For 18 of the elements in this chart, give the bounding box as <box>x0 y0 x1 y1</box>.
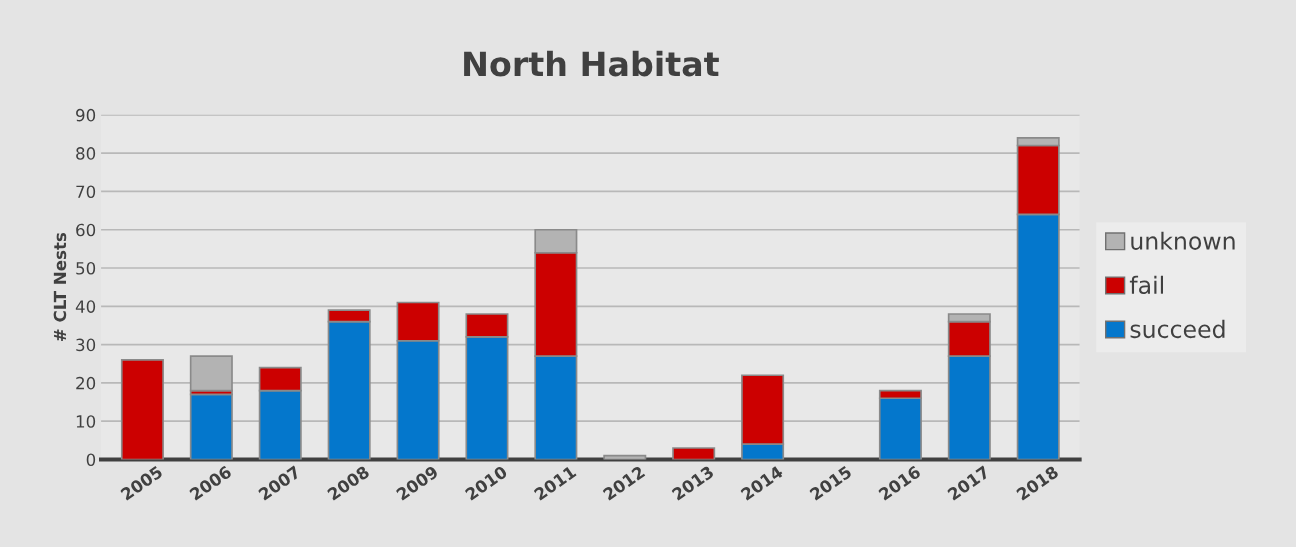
y-tick-label: 30 <box>76 338 96 352</box>
bar <box>120 359 164 460</box>
legend-label: unknown <box>1131 231 1235 250</box>
y-tick-label: 80 <box>76 147 96 160</box>
y-axis-title: # CLT Nests <box>53 232 67 342</box>
y-tick-label: 50 <box>76 261 96 275</box>
bar <box>189 393 233 460</box>
chart-title: North Habitat <box>464 50 719 77</box>
y-tick-label: 70 <box>76 185 96 199</box>
legend-label: fail <box>1129 275 1164 295</box>
y-tick-label: 90 <box>76 108 96 122</box>
y-tick-label: 10 <box>76 415 96 428</box>
y-tick-label: 40 <box>75 300 96 313</box>
y-tick-label: 60 <box>76 223 96 237</box>
legend-label: succeed <box>1130 319 1225 339</box>
bar <box>672 447 716 460</box>
y-tick-label: 0 <box>86 453 96 467</box>
y-tick-label: 20 <box>76 376 96 390</box>
